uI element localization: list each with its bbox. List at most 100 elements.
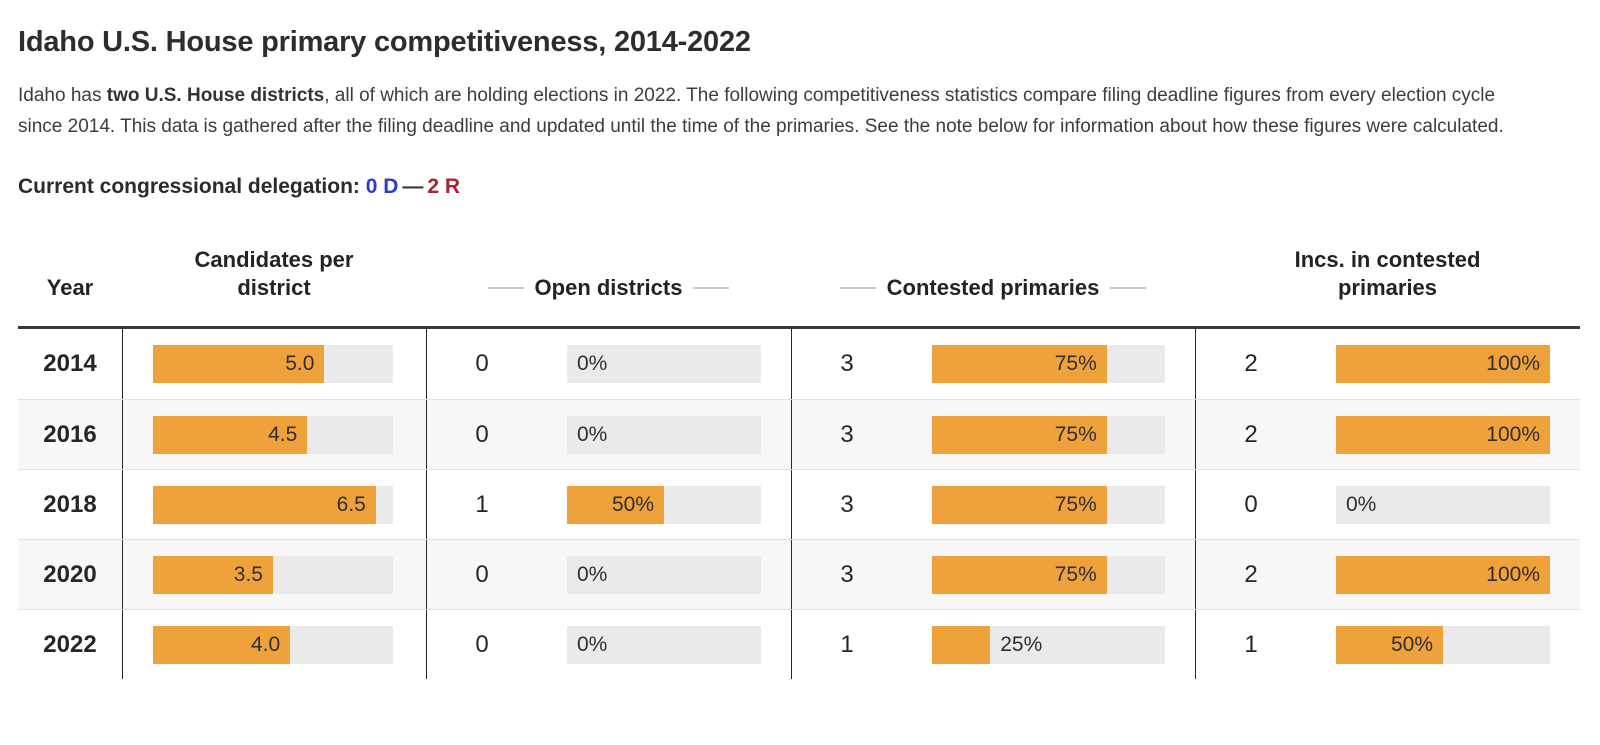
header-cell-contested-primaries: Contested primaries — [791, 274, 1195, 326]
bar-track: 3.5 — [153, 555, 393, 594]
incs-in-contested-primaries-cell: 2 100% — [1195, 400, 1580, 469]
contested-primaries-cell: 3 75% — [791, 400, 1195, 469]
table-row: 2014 5.0 0 0% 3 75% 2 100% — [18, 329, 1580, 399]
bar-label: 100% — [1486, 422, 1540, 446]
bar-track: 75% — [932, 345, 1165, 383]
table-header: Year Candidates per district Open district… — [18, 246, 1580, 326]
bar-track: 5.0 — [153, 345, 393, 383]
bar-track: 100% — [1336, 345, 1550, 383]
bar-label: 0% — [577, 562, 608, 586]
open-districts-cell: 0 0% — [426, 329, 791, 399]
incs-in-contested-primaries-cell: 1 50% — [1195, 610, 1580, 679]
year-cell: 2022 — [43, 630, 97, 658]
header-label: Incs. in contested primaries — [1294, 247, 1481, 300]
bar-track: 75% — [932, 415, 1165, 454]
header-cell-year: Year — [18, 274, 122, 326]
count-value: 1 — [1244, 630, 1258, 658]
bar-label: 0% — [1346, 492, 1377, 516]
incs-in-contested-primaries-cell: 2 100% — [1195, 540, 1580, 609]
bar-label: 50% — [611, 492, 654, 516]
bar-track: 0% — [567, 555, 761, 594]
bar-label: 25% — [1000, 632, 1043, 656]
open-districts-cell: 0 0% — [426, 400, 791, 469]
count-value: 0 — [1244, 490, 1258, 518]
bar-track: 0% — [567, 625, 761, 664]
bar-fill — [932, 415, 1107, 454]
bar-label: 0% — [577, 632, 608, 656]
contested-primaries-cell: 3 75% — [791, 329, 1195, 399]
table-body: 2014 5.0 0 0% 3 75% 2 100% 2016 4.5 0 0% 3 75% 2 100% 20… — [18, 326, 1580, 679]
count-value: 3 — [840, 350, 854, 377]
count-value: 1 — [840, 630, 854, 658]
bar-label: 4.0 — [250, 632, 281, 656]
bar-track: 100% — [1336, 555, 1550, 594]
bar-track: 100% — [1336, 415, 1550, 454]
bar-track: 25% — [932, 625, 1165, 664]
bar-fill — [567, 485, 664, 524]
header-label: Candidates per district — [194, 247, 354, 300]
contested-primaries-cell: 1 25% — [791, 610, 1195, 679]
header-cell-open-districts: Open districts — [426, 274, 791, 326]
bar-label: 5.0 — [285, 352, 315, 375]
bar-track: 0% — [567, 345, 761, 383]
table-row: 2016 4.5 0 0% 3 75% 2 100% — [18, 399, 1580, 469]
bar-label: 0% — [577, 422, 608, 446]
candidates-per-district-cell: 5.0 — [122, 329, 426, 399]
bar-track: 75% — [932, 555, 1165, 594]
delegation-republicans: 2 R — [427, 175, 461, 198]
contested-primaries-cell: 3 75% — [791, 540, 1195, 609]
delegation-line: Current congressional delegation: 0 D —2 … — [18, 175, 1600, 199]
intro-text-pre: Idaho has — [18, 85, 107, 106]
delegation-dash: — — [402, 175, 424, 198]
bar-label: 75% — [1054, 422, 1097, 446]
bar-label: 3.5 — [233, 562, 263, 586]
table-row: 2018 6.5 1 50% 3 75% 0 0% — [18, 469, 1580, 539]
bar-track: 0% — [1336, 485, 1550, 524]
bar-label: 4.5 — [268, 422, 298, 446]
header-dash — [693, 287, 730, 289]
delegation-label: Current congressional delegation: — [18, 175, 360, 198]
bar-label: 6.5 — [336, 492, 366, 516]
bar-fill — [153, 485, 376, 524]
bar-track: 4.0 — [153, 625, 393, 664]
bar-fill — [153, 625, 291, 664]
year-cell: 2014 — [43, 350, 97, 377]
count-value: 0 — [475, 630, 489, 658]
candidates-per-district-cell: 3.5 — [122, 540, 426, 609]
table-row: 2022 4.0 0 0% 1 25% 1 50% — [18, 609, 1580, 679]
incs-in-contested-primaries-cell: 0 0% — [1195, 470, 1580, 539]
bar-label: 100% — [1486, 562, 1540, 586]
count-value: 3 — [840, 420, 854, 448]
header-label: Year — [46, 275, 94, 300]
bar-label: 75% — [1054, 492, 1097, 516]
bar-label: 0% — [577, 352, 608, 375]
bar-track: 0% — [567, 415, 761, 454]
intro-paragraph: Idaho has two U.S. House districts, all … — [18, 80, 1600, 142]
count-value: 3 — [840, 490, 854, 518]
primary-competitiveness-figure: Idaho U.S. House primary competitiveness… — [18, 26, 1600, 679]
incs-in-contested-primaries-cell: 2 100% — [1195, 329, 1580, 399]
bar-fill — [153, 415, 308, 454]
competitiveness-table: Year Candidates per district Open district… — [18, 246, 1580, 679]
table-row: 2020 3.5 0 0% 3 75% 2 100% — [18, 539, 1580, 609]
header-cell-candidates-per-district: Candidates per district — [122, 246, 426, 326]
bar-fill — [1336, 625, 1443, 664]
intro-text-post: , all of which are holding elections in … — [18, 85, 1504, 137]
header-dash — [839, 287, 876, 289]
bar-track: 4.5 — [153, 415, 393, 454]
bar-track: 6.5 — [153, 485, 393, 524]
open-districts-cell: 0 0% — [426, 610, 791, 679]
bar-label: 100% — [1486, 352, 1540, 375]
bar-label: 75% — [1054, 352, 1097, 375]
bar-label: 75% — [1054, 562, 1097, 586]
page-title: Idaho U.S. House primary competitiveness… — [18, 26, 751, 58]
bar-track: 75% — [932, 485, 1165, 524]
count-value: 3 — [840, 560, 854, 588]
year-cell: 2016 — [43, 420, 97, 448]
count-value: 2 — [1244, 350, 1258, 377]
bar-fill — [932, 485, 1107, 524]
year-cell: 2018 — [43, 490, 97, 518]
bar-fill — [1336, 415, 1550, 454]
count-value: 2 — [1244, 560, 1258, 588]
count-value: 2 — [1244, 420, 1258, 448]
